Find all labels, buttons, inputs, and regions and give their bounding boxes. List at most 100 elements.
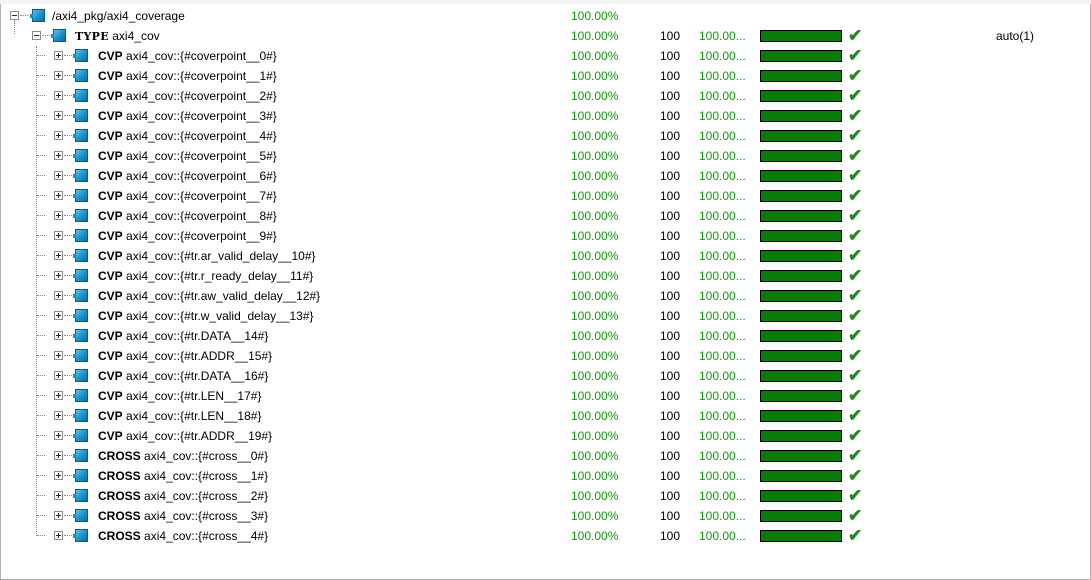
item-goal-pct: 100.00... [699,129,746,143]
expand-icon[interactable] [54,171,63,180]
expand-icon[interactable] [54,91,63,100]
expand-icon[interactable] [54,251,63,260]
item-label: CROSS axi4_cov::{#cross__1#} [98,469,268,483]
item-name: axi4_cov::{#coverpoint__5#} [126,149,277,163]
tree-row-item[interactable]: CROSS axi4_cov::{#cross__0#} 100.00% 100 10… [0,446,1091,466]
item-goal: 100 [660,489,681,503]
tree-row-item[interactable]: CVP axi4_cov::{#tr.ADDR__15#} 100.00% 100 1… [0,346,1091,366]
expand-icon[interactable] [54,111,63,120]
item-goal: 100 [660,209,681,223]
collapse-icon[interactable] [32,31,41,40]
item-coverage-bar [760,190,842,202]
tree-row-item[interactable]: CVP axi4_cov::{#tr.r_ready_delay__11#} 10… [0,266,1091,286]
tree-row-item[interactable]: CVP axi4_cov::{#coverpoint__6#} 100.00% 10… [0,166,1091,186]
item-label: CVP axi4_cov::{#coverpoint__3#} [98,109,277,123]
tree-row-item[interactable]: CVP axi4_cov::{#coverpoint__4#} 100.00% 10… [0,126,1091,146]
item-coverage: 100.00% [571,209,619,223]
tree-row-item[interactable]: CROSS axi4_cov::{#cross__2#} 100.00% 100 10… [0,486,1091,506]
item-coverage-bar [760,530,842,542]
expand-icon[interactable] [54,271,63,280]
item-label: CVP axi4_cov::{#tr.DATA__16#} [98,369,268,383]
item-goal-pct: 100.00... [699,149,746,163]
tree-connector [64,475,72,476]
tree-row-item[interactable]: CVP axi4_cov::{#tr.ADDR__19#} 100.00% 100 1… [0,426,1091,446]
item-name: axi4_cov::{#tr.LEN__17#} [126,389,262,403]
expand-icon[interactable] [54,191,63,200]
tree-row-item[interactable]: CVP axi4_cov::{#tr.aw_valid_delay__12#} 1… [0,286,1091,306]
coverpoint-icon [73,349,88,362]
tree-connector [37,375,45,376]
item-coverage: 100.00% [571,109,619,123]
tree-connector [37,275,45,276]
expand-icon[interactable] [54,131,63,140]
item-coverage-bar [760,510,842,522]
expand-icon[interactable] [54,351,63,360]
tree-connector [64,515,72,516]
expand-icon[interactable] [54,71,63,80]
tree-connector [64,535,72,536]
checkmark-icon: ✔ [848,126,863,145]
expand-icon[interactable] [54,51,63,60]
item-name: axi4_cov::{#coverpoint__0#} [126,49,277,63]
expand-icon[interactable] [54,211,63,220]
expand-icon[interactable] [54,331,63,340]
expand-icon[interactable] [54,151,63,160]
tree-row-item[interactable]: CVP axi4_cov::{#coverpoint__9#} 100.00% 10… [0,226,1091,246]
tree-row-item[interactable]: CROSS axi4_cov::{#cross__3#} 100.00% 100 10… [0,506,1091,526]
expand-icon[interactable] [54,391,63,400]
coverpoint-icon [73,509,88,522]
tree-row-item[interactable]: CVP axi4_cov::{#coverpoint__3#} 100.00% 10… [0,106,1091,126]
coverage-bar-fill [761,391,841,401]
tree-row-item[interactable]: CVP axi4_cov::{#coverpoint__2#} 100.00% 10… [0,86,1091,106]
tree-row-root[interactable]: /axi4_pkg/axi4_coverage 100.00% [0,6,1091,26]
checkmark-icon: ✔ [848,86,863,105]
tree-row-item[interactable]: CVP axi4_cov::{#tr.LEN__18#} 100.00% 100 10… [0,406,1091,426]
item-name: axi4_cov::{#coverpoint__8#} [126,209,277,223]
item-label: CVP axi4_cov::{#tr.aw_valid_delay__12#} [98,289,320,303]
tree-row-item[interactable]: CVP axi4_cov::{#coverpoint__0#} 100.00% 10… [0,46,1091,66]
checkmark-icon: ✔ [848,46,863,65]
item-goal-pct: 100.00... [699,469,746,483]
tree-row-item[interactable]: CVP axi4_cov::{#coverpoint__8#} 100.00% 10… [0,206,1091,226]
item-label: CROSS axi4_cov::{#cross__2#} [98,489,268,503]
item-name: axi4_cov::{#coverpoint__4#} [126,129,277,143]
tree-row-item[interactable]: CVP axi4_cov::{#coverpoint__7#} 100.00% 10… [0,186,1091,206]
expand-icon[interactable] [54,431,63,440]
collapse-icon[interactable] [10,11,19,20]
expand-icon[interactable] [54,491,63,500]
tree-row-item[interactable]: CVP axi4_cov::{#coverpoint__1#} 100.00% 10… [0,66,1091,86]
tree-row-item[interactable]: CVP axi4_cov::{#tr.ar_valid_delay__10#} 1… [0,246,1091,266]
item-keyword: CVP [98,309,123,323]
expand-icon[interactable] [54,371,63,380]
expand-icon[interactable] [54,311,63,320]
expand-icon[interactable] [54,451,63,460]
tree-row-item[interactable]: CVP axi4_cov::{#tr.DATA__16#} 100.00% 100 1… [0,366,1091,386]
item-keyword: CVP [98,429,123,443]
item-goal-pct: 100.00... [699,269,746,283]
tree-row-item[interactable]: CVP axi4_cov::{#tr.w_valid_delay__13#} 10… [0,306,1091,326]
item-coverage: 100.00% [571,149,619,163]
tree-row-item[interactable]: CROSS axi4_cov::{#cross__1#} 100.00% 100 10… [0,466,1091,486]
expand-icon[interactable] [54,411,63,420]
tree-row-item[interactable]: CROSS axi4_cov::{#cross__4#} 100.00% 100 10… [0,526,1091,546]
tree-row-item[interactable]: CVP axi4_cov::{#tr.LEN__17#} 100.00% 100 10… [0,386,1091,406]
item-goal-pct: 100.00... [699,169,746,183]
expand-icon[interactable] [54,471,63,480]
tree-connector [37,115,45,116]
item-coverage: 100.00% [571,49,619,63]
item-coverage-bar [760,250,842,262]
item-name: axi4_cov::{#cross__3#} [144,509,269,523]
tree-row-item[interactable]: CVP axi4_cov::{#coverpoint__5#} 100.00% 10… [0,146,1091,166]
tree-row-type[interactable]: TYPE axi4_cov 100.00% 100 100.00... ✔ au… [0,20,1091,46]
expand-icon[interactable] [54,531,63,540]
coverpoint-icon [73,409,88,422]
expand-icon[interactable] [54,231,63,240]
expand-icon[interactable] [54,291,63,300]
item-label: CROSS axi4_cov::{#cross__3#} [98,509,268,523]
item-keyword: CVP [98,249,123,263]
tree-row-item[interactable]: CVP axi4_cov::{#tr.DATA__14#} 100.00% 100 1… [0,326,1091,346]
item-keyword: CVP [98,389,123,403]
item-label: CVP axi4_cov::{#tr.LEN__17#} [98,389,261,403]
item-name: axi4_cov::{#coverpoint__7#} [126,189,277,203]
expand-icon[interactable] [54,511,63,520]
